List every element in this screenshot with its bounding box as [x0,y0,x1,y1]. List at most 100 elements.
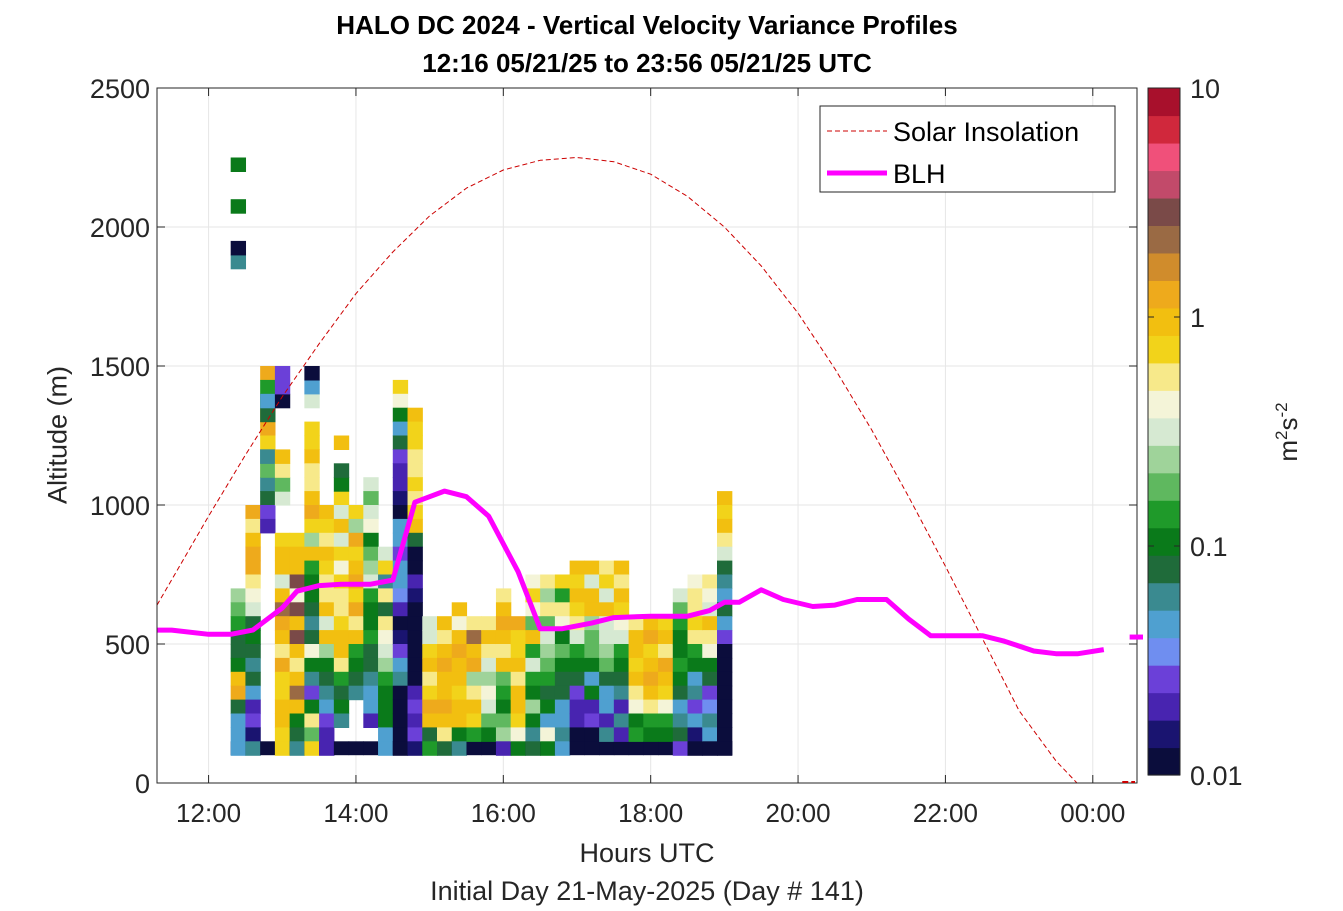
heatmap-cell [717,713,733,728]
heatmap-cell [407,671,423,687]
heatmap-cell [613,713,630,728]
heatmap-cell [643,685,659,701]
y-tick-label: 2500 [90,74,150,104]
heatmap-cell [392,379,409,395]
heatmap-cell [274,477,291,492]
heatmap-cell [289,657,305,673]
heatmap-cell [422,685,438,701]
heatmap-cell [304,505,320,520]
heatmap-cell [304,699,320,715]
heatmap-cell [245,602,261,617]
heatmap-cell [348,532,364,548]
heatmap-cell [540,741,556,756]
heatmap-cell [451,602,468,617]
heatmap-cell [407,449,423,464]
heatmap-cell [481,671,497,687]
colorbar-segment [1148,307,1180,336]
heatmap-cell [333,477,350,492]
heatmap-cell [319,713,335,728]
heatmap-cell [554,574,571,589]
heatmap-cell [333,630,350,645]
heatmap-cell [525,727,541,742]
heatmap-cell [584,699,600,715]
heatmap-cell [407,435,423,450]
heatmap-cell [466,699,482,715]
heatmap-cell [422,741,438,756]
colorbar-tick-label: 0.1 [1190,532,1228,562]
x-axis-ticks: 12:00 14:00 16:00 18:00 20:00 22:00 00:00 [176,88,1125,828]
heatmap-cell [378,741,394,756]
heatmap-cell [392,616,409,631]
heatmap-cell [466,616,482,631]
plot-frame [156,87,1138,784]
heatmap-cell [510,657,527,673]
heatmap-cell [274,699,291,715]
heatmap-cell [569,671,585,687]
heatmap-cell [333,491,350,506]
heatmap-cell [658,727,674,742]
heatmap-cell [422,616,438,631]
heatmap-cell [525,574,541,589]
heatmap-cell [378,699,394,715]
heatmap-cell [554,657,571,673]
heatmap-cell [260,491,276,506]
heatmap-cell [407,477,423,492]
heatmap-cell [510,685,527,701]
heatmap-cell [702,671,718,687]
heatmap-cell [687,616,703,631]
heatmap-cell [245,574,261,589]
heatmap-cell [599,588,615,603]
heatmap-cell [274,463,291,478]
legend-box [819,105,1116,193]
heatmap-cell [658,630,674,645]
heatmap-cell [672,644,689,659]
heatmap-cell [363,630,379,645]
heatmap-cell [510,727,527,742]
heatmap-cell [687,588,703,603]
heatmap-cell [230,671,247,687]
heatmap-cell [363,518,379,534]
heatmap-cell [628,630,644,645]
heatmap-cell [451,616,468,631]
heatmap-cell [363,532,379,548]
heatmap-cell [333,657,350,673]
heatmap-cell [230,644,247,659]
heatmap-cell [260,505,276,520]
heatmap-cell [481,644,497,659]
heatmap-cell [392,699,409,715]
heatmap-cell [378,630,394,645]
heatmap-cell [466,727,482,742]
heatmap-cell [363,657,379,673]
heatmap-cell [554,713,571,728]
heatmap-cell [495,727,512,742]
heatmap-cell [569,602,585,617]
heatmap-cell [333,435,350,450]
heatmap-cell [333,518,350,534]
heatmap-cell [540,671,556,687]
heatmap-cell [687,644,703,659]
heatmap-cell [407,421,423,437]
legend: Solar Insolation BLH [819,105,1116,193]
heatmap-cell [333,463,350,478]
heatmap-cell [363,505,379,520]
heatmap-cell [643,644,659,659]
heatmap-cell [466,630,482,645]
heatmap-cell [333,644,350,659]
heatmap-cell [717,560,733,576]
heatmap-cell [599,699,615,715]
heatmap-cell [245,671,261,687]
heatmap-cell [304,602,320,617]
heatmap-cell [392,602,409,617]
heatmap-cell [407,532,423,548]
heatmap-cell [672,727,689,742]
heatmap-cell [319,685,335,701]
solar-insolation-line [157,157,1078,783]
heatmap-cell [554,588,571,603]
heatmap-cell [540,727,556,742]
colorbar-tick-label: 10 [1190,74,1220,104]
heatmap-cell [599,602,615,617]
heatmap-cell [643,616,659,631]
heatmap-cell [717,588,733,603]
heatmap-cell [554,644,571,659]
heatmap-cell [422,671,438,687]
